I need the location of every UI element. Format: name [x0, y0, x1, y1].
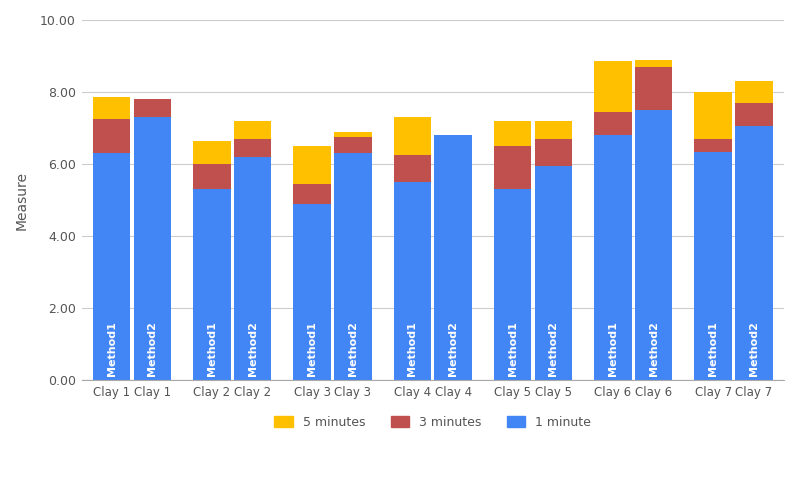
Bar: [635, 59, 673, 67]
Bar: [535, 121, 572, 139]
Bar: [93, 97, 130, 119]
Text: Method1: Method1: [708, 321, 718, 376]
Text: Method1: Method1: [407, 321, 417, 376]
Bar: [234, 157, 272, 380]
Text: Method1: Method1: [307, 321, 317, 376]
Bar: [394, 117, 431, 155]
Bar: [334, 137, 372, 153]
Legend: 5 minutes, 3 minutes, 1 minute: 5 minutes, 3 minutes, 1 minute: [268, 410, 598, 435]
Bar: [293, 204, 331, 380]
Bar: [334, 153, 372, 380]
Bar: [193, 189, 231, 380]
Bar: [694, 139, 732, 151]
Bar: [694, 151, 732, 380]
Bar: [234, 139, 272, 157]
Bar: [494, 121, 531, 146]
Text: Method2: Method2: [248, 321, 257, 376]
Bar: [193, 141, 231, 164]
Y-axis label: Measure: Measure: [15, 171, 29, 230]
Bar: [394, 182, 431, 380]
Text: Method2: Method2: [448, 321, 458, 376]
Bar: [535, 166, 572, 380]
Bar: [394, 155, 431, 182]
Bar: [735, 81, 773, 103]
Text: Method2: Method2: [348, 321, 358, 376]
Text: Method2: Method2: [749, 321, 759, 376]
Text: Method1: Method1: [106, 321, 117, 376]
Text: Method2: Method2: [548, 321, 559, 376]
Bar: [694, 92, 732, 139]
Bar: [735, 126, 773, 380]
Bar: [494, 146, 531, 189]
Bar: [635, 67, 673, 110]
Text: Method2: Method2: [649, 321, 658, 376]
Bar: [93, 119, 130, 153]
Bar: [735, 103, 773, 126]
Bar: [334, 131, 372, 137]
Bar: [133, 117, 171, 380]
Bar: [133, 99, 171, 117]
Text: Method1: Method1: [207, 321, 217, 376]
Text: Method1: Method1: [507, 321, 518, 376]
Text: Method1: Method1: [608, 321, 618, 376]
Bar: [635, 110, 673, 380]
Bar: [435, 135, 472, 380]
Bar: [93, 153, 130, 380]
Bar: [293, 184, 331, 204]
Bar: [535, 139, 572, 166]
Bar: [594, 61, 632, 112]
Bar: [494, 189, 531, 380]
Bar: [293, 146, 331, 184]
Bar: [193, 164, 231, 189]
Bar: [594, 135, 632, 380]
Text: Method2: Method2: [147, 321, 157, 376]
Bar: [234, 121, 272, 139]
Bar: [594, 112, 632, 135]
